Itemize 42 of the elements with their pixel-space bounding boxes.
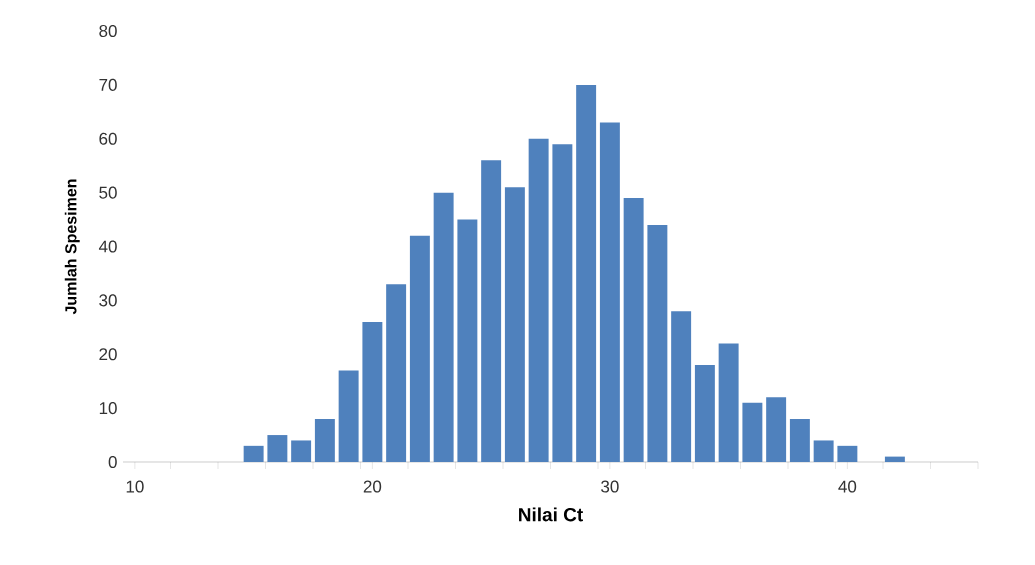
y-tick-label: 30 — [99, 294, 117, 307]
bar — [433, 192, 454, 462]
y-tick-label: 40 — [98, 240, 117, 253]
bar — [647, 224, 668, 462]
bar — [528, 138, 549, 462]
y-tick-label: 10 — [99, 402, 117, 415]
x-tick-label: 10 — [126, 480, 144, 493]
y-tick-label: 70 — [99, 78, 117, 91]
bar — [623, 198, 644, 462]
bar — [837, 445, 858, 462]
x-axis-title: Nilai Ct — [519, 507, 583, 522]
bar — [552, 144, 573, 462]
bar — [694, 365, 715, 462]
bar — [338, 370, 359, 462]
bar — [789, 418, 810, 462]
bar — [671, 311, 692, 462]
bar — [481, 160, 502, 462]
bar — [362, 321, 383, 462]
bar — [813, 440, 834, 462]
bar — [718, 343, 739, 462]
bar — [291, 440, 312, 462]
x-tick-label: 30 — [601, 480, 619, 493]
bar — [766, 397, 787, 462]
y-tick-label: 50 — [99, 186, 117, 199]
bar — [457, 219, 478, 462]
y-axis-title: Jumlah Spesimen — [64, 179, 80, 315]
x-tick-label: 20 — [363, 480, 382, 493]
bar — [884, 456, 905, 462]
bar — [409, 235, 430, 462]
y-tick-label: 60 — [99, 132, 117, 145]
y-tick-label: 0 — [108, 455, 117, 469]
bar — [742, 402, 763, 462]
bar — [576, 84, 597, 462]
bar — [599, 122, 620, 462]
bar — [243, 445, 264, 462]
y-tick-label: 20 — [99, 348, 117, 361]
bar — [386, 284, 407, 462]
y-tick-label: 80 — [99, 24, 117, 38]
bar — [267, 435, 288, 462]
bar — [314, 418, 335, 462]
x-tick-label: 40 — [838, 480, 857, 493]
bar — [504, 187, 525, 462]
